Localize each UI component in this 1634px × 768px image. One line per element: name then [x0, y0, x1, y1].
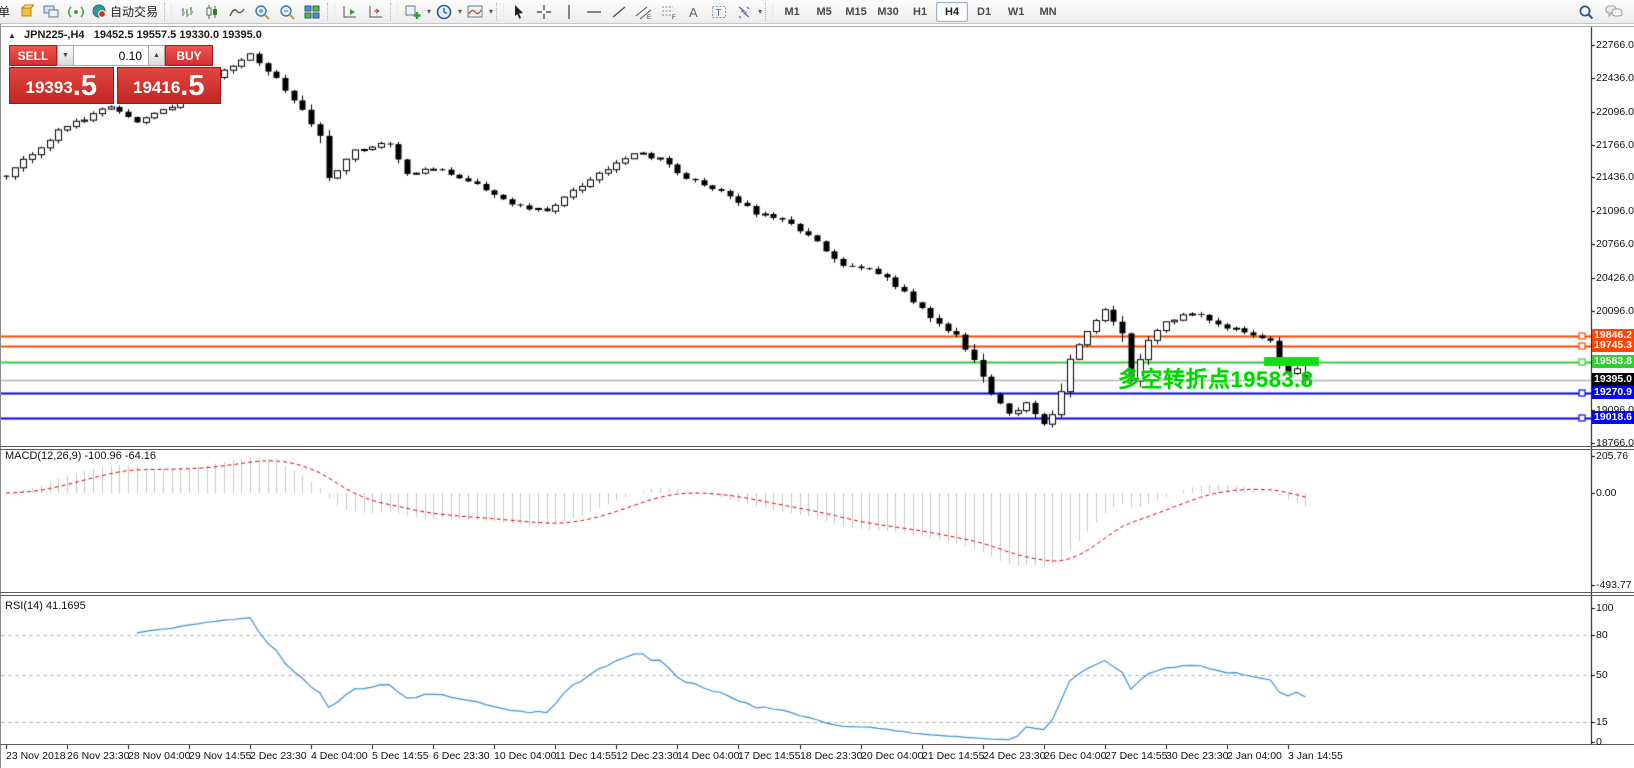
line-chart-icon[interactable] — [225, 1, 249, 23]
buy-price-main: 19416 — [133, 78, 181, 97]
terminal-icon[interactable] — [39, 1, 63, 23]
trendline-icon[interactable] — [607, 1, 631, 23]
toolbar-separator — [327, 2, 336, 21]
chart-window — [0, 24, 1634, 768]
zoom-in-icon[interactable] — [250, 1, 274, 23]
buy-price-frac: .5 — [180, 70, 205, 102]
sell-price-button[interactable]: 19393.5 — [9, 67, 114, 104]
ohlc-values-label: 19452.5 19557.5 19330.0 19395.0 — [93, 29, 262, 41]
panel-separator[interactable] — [0, 595, 1634, 596]
timeframe-button-d1[interactable]: D1 — [977, 5, 992, 18]
text-icon[interactable]: A — [682, 1, 706, 23]
vertical-line-icon[interactable] — [557, 1, 581, 23]
zoom-out-icon[interactable] — [275, 1, 299, 23]
chart-shift-icon[interactable] — [363, 1, 387, 23]
bar-chart-icon[interactable] — [175, 1, 199, 23]
autoscroll-icon[interactable] — [338, 1, 362, 23]
arrows-icon[interactable] — [732, 1, 756, 23]
sell-price-frac: .5 — [72, 70, 97, 102]
candlestick-icon[interactable] — [200, 1, 224, 23]
tile-windows-icon[interactable] — [300, 1, 324, 23]
volume-input[interactable] — [74, 45, 148, 66]
text-label-icon[interactable]: T — [707, 1, 731, 23]
turning-point-annotation[interactable]: 多空转折点19583.8 — [1118, 367, 1314, 392]
indicators-icon[interactable] — [463, 1, 487, 23]
price-chart-canvas[interactable] — [1, 24, 1634, 768]
timeframe-button-mn[interactable]: MN — [1039, 5, 1057, 18]
timeframe-button-h1[interactable]: H1 — [913, 5, 928, 18]
periods-clock-icon[interactable] — [432, 1, 456, 23]
collapse-triangle-icon[interactable]: ▲ — [8, 31, 16, 40]
sell-price-main: 19393 — [25, 78, 73, 97]
timeframe-button-m30[interactable]: M30 — [877, 5, 899, 18]
autotrading-button[interactable]: 自动交易 — [89, 2, 161, 22]
fibonacci-icon[interactable]: F — [657, 1, 681, 23]
new-template-icon[interactable] — [401, 1, 425, 23]
crosshair-icon[interactable] — [532, 1, 556, 23]
toolbar-right-group — [1574, 1, 1632, 23]
chevron-down-icon[interactable]: ▾ — [427, 7, 432, 16]
toolbar-separator — [390, 2, 399, 21]
timeframe-button-h4[interactable]: H4 — [936, 1, 969, 22]
panel-separator — [0, 744, 1634, 745]
horizontal-line-icon[interactable] — [582, 1, 606, 23]
timeframe-button-w1[interactable]: W1 — [1007, 5, 1025, 18]
chevron-down-icon[interactable]: ▾ — [489, 7, 494, 16]
symbol-period-label: JPN225-,H4 — [23, 29, 85, 41]
svg-text:A: A — [689, 5, 698, 20]
volume-up-button[interactable]: ▲ — [148, 45, 165, 66]
svg-text:F: F — [672, 15, 676, 20]
rsi-label: RSI(14) 41.1695 — [5, 600, 86, 612]
cube-icon[interactable] — [14, 1, 38, 23]
volume-down-button[interactable]: ▼ — [57, 45, 74, 66]
timeframe-button-m15[interactable]: M15 — [845, 5, 867, 18]
timeframe-group: M1 M5 M15 M30 H1 H4 D1 W1 MN — [776, 1, 1064, 22]
panel-separator[interactable] — [0, 592, 1634, 593]
chevron-down-icon[interactable]: ▾ — [458, 7, 463, 16]
svg-text:E: E — [647, 15, 651, 20]
toolbar-separator — [496, 2, 505, 21]
new-order-button[interactable]: 单 — [0, 5, 11, 19]
panel-separator[interactable] — [0, 449, 1634, 450]
panel-separator — [0, 26, 1634, 27]
svg-text:T: T — [716, 8, 722, 19]
macd-label: MACD(12,26,9) -100.96 -64.16 — [5, 450, 157, 462]
sell-button[interactable]: SELL — [9, 45, 57, 66]
chat-icon[interactable] — [1602, 1, 1626, 23]
panel-separator[interactable] — [0, 446, 1634, 447]
chevron-down-icon[interactable]: ▾ — [758, 7, 763, 16]
toolbar-separator — [765, 2, 774, 21]
search-icon[interactable] — [1574, 1, 1598, 23]
autotrading-label: 自动交易 — [110, 5, 159, 19]
buy-button[interactable]: BUY — [165, 45, 213, 66]
timeframe-button-m5[interactable]: M5 — [816, 5, 832, 18]
autotrading-icon — [92, 4, 106, 18]
buy-price-button[interactable]: 19416.5 — [116, 67, 221, 104]
one-click-trading-panel: SELL ▼ ▲ BUY 19393.5 19416.5 — [9, 45, 221, 104]
chart-title: ▲ JPN225-,H4 19452.5 19557.5 19330.0 193… — [8, 29, 262, 41]
toolbar-separator — [164, 2, 173, 21]
signal-icon[interactable] — [64, 1, 88, 23]
main-toolbar: 单 自动交易 ▾ ▾ ▾ E F A T ▾ M1 M5 M15 M30 H1 H4 D1 W… — [0, 0, 1634, 24]
cursor-icon[interactable] — [507, 1, 531, 23]
equidistant-channel-icon[interactable]: E — [632, 1, 656, 23]
timeframe-button-m1[interactable]: M1 — [784, 5, 800, 18]
